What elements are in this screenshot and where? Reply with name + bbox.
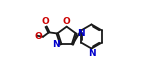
Text: N: N: [88, 49, 95, 58]
Text: N: N: [52, 40, 60, 49]
Text: O: O: [34, 32, 42, 41]
Text: O: O: [63, 17, 70, 26]
Text: O: O: [42, 17, 50, 26]
Text: N: N: [77, 29, 85, 38]
